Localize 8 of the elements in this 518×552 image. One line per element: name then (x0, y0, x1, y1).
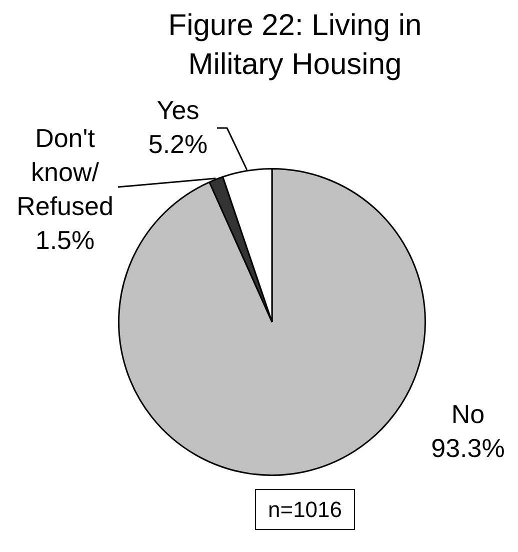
chart-title: Figure 22: Living in Military Housing (167, 8, 423, 83)
slice-label: No (451, 399, 485, 429)
data-label: 93.3% (431, 433, 505, 463)
data-label: 5.2% (148, 129, 208, 159)
slice-label: Don't know/Refused (16, 123, 114, 221)
text: n=1016 (255, 489, 355, 530)
data-label: 1.5% (35, 225, 95, 255)
slice-label: Yes (156, 95, 200, 125)
